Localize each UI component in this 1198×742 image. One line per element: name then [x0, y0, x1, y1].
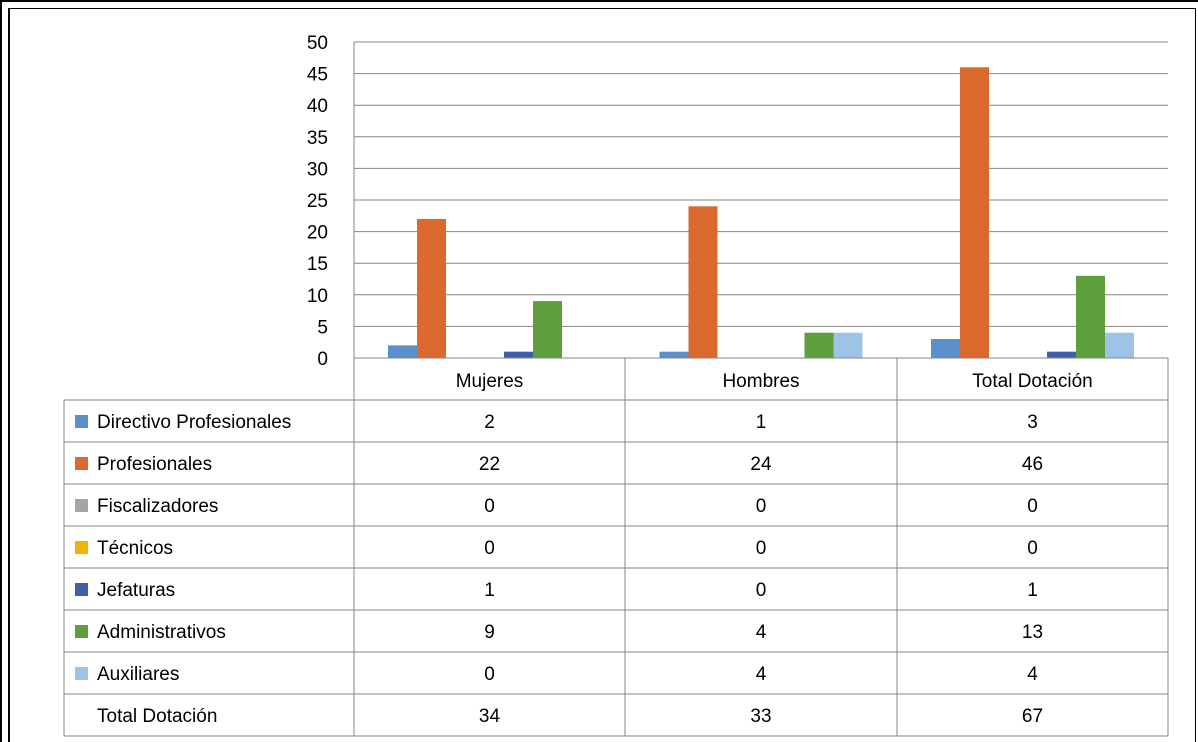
category-label: Total Dotación	[972, 371, 1092, 392]
legend-key	[75, 625, 88, 638]
data-label: 0	[756, 580, 767, 601]
total-value: 67	[1022, 706, 1043, 727]
data-label: 1	[756, 412, 767, 433]
legend-key	[75, 499, 88, 512]
bar	[1105, 332, 1134, 358]
frame-right-border	[1195, 8, 1196, 742]
frame-left-border	[0, 0, 2, 742]
data-label: 0	[756, 496, 767, 517]
data-label: 4	[1027, 664, 1038, 685]
y-tick-label: 50	[307, 33, 328, 54]
data-label: 0	[484, 538, 495, 559]
series-label: Auxiliares	[97, 664, 179, 685]
legend-key	[75, 457, 88, 470]
y-tick-label: 30	[307, 159, 328, 180]
bar	[533, 301, 562, 358]
bar	[417, 218, 446, 358]
y-tick-label: 10	[307, 286, 328, 307]
data-label: 1	[1027, 580, 1038, 601]
y-tick-label: 40	[307, 96, 328, 117]
bar	[388, 345, 417, 358]
legend-key	[75, 667, 88, 680]
y-tick-label: 5	[317, 317, 328, 338]
series-label: Jefaturas	[97, 580, 175, 601]
bar	[804, 332, 834, 358]
y-tick-label: 35	[307, 128, 328, 149]
data-label: 9	[484, 622, 495, 643]
data-label: 1	[484, 580, 495, 601]
data-label: 4	[756, 664, 767, 685]
series-label: Técnicos	[97, 538, 173, 559]
legend-key	[75, 415, 88, 428]
y-tick-label: 45	[307, 65, 328, 86]
data-label: 0	[484, 664, 495, 685]
data-label: 4	[756, 622, 767, 643]
frame-inner-left-border	[8, 8, 10, 742]
data-label: 3	[1027, 412, 1038, 433]
total-value: 34	[479, 706, 501, 727]
y-tick-label: 25	[307, 191, 328, 212]
bar	[833, 332, 863, 358]
y-tick-label: 15	[307, 254, 328, 275]
bar	[1047, 351, 1076, 358]
data-label: 13	[1022, 622, 1043, 643]
frame-inner-top-border	[8, 8, 1196, 9]
data-label: 0	[1027, 496, 1038, 517]
bar	[688, 206, 718, 358]
bar	[1076, 275, 1105, 358]
data-label: 22	[479, 454, 500, 475]
bar	[504, 351, 533, 358]
data-label: 24	[750, 454, 772, 475]
legend-key	[75, 541, 88, 554]
data-label: 0	[484, 496, 495, 517]
legend-key	[75, 583, 88, 596]
series-label: Profesionales	[97, 454, 212, 475]
bar	[960, 67, 989, 358]
series-label: Fiscalizadores	[97, 496, 218, 517]
category-label: Hombres	[722, 371, 799, 392]
y-tick-label: 20	[307, 223, 328, 244]
series-label: Administrativos	[97, 622, 226, 643]
frame-top-border	[0, 0, 1198, 2]
total-value: 33	[750, 706, 771, 727]
data-label: 2	[484, 412, 495, 433]
series-label: Directivo Profesionales	[97, 412, 291, 433]
y-tick-label: 0	[317, 349, 328, 370]
total-row-label: Total Dotación	[97, 706, 217, 727]
data-label: 0	[1027, 538, 1038, 559]
data-label: 46	[1022, 454, 1043, 475]
bar	[659, 351, 689, 358]
data-label: 0	[756, 538, 767, 559]
bar	[931, 339, 960, 358]
category-label: Mujeres	[456, 371, 524, 392]
